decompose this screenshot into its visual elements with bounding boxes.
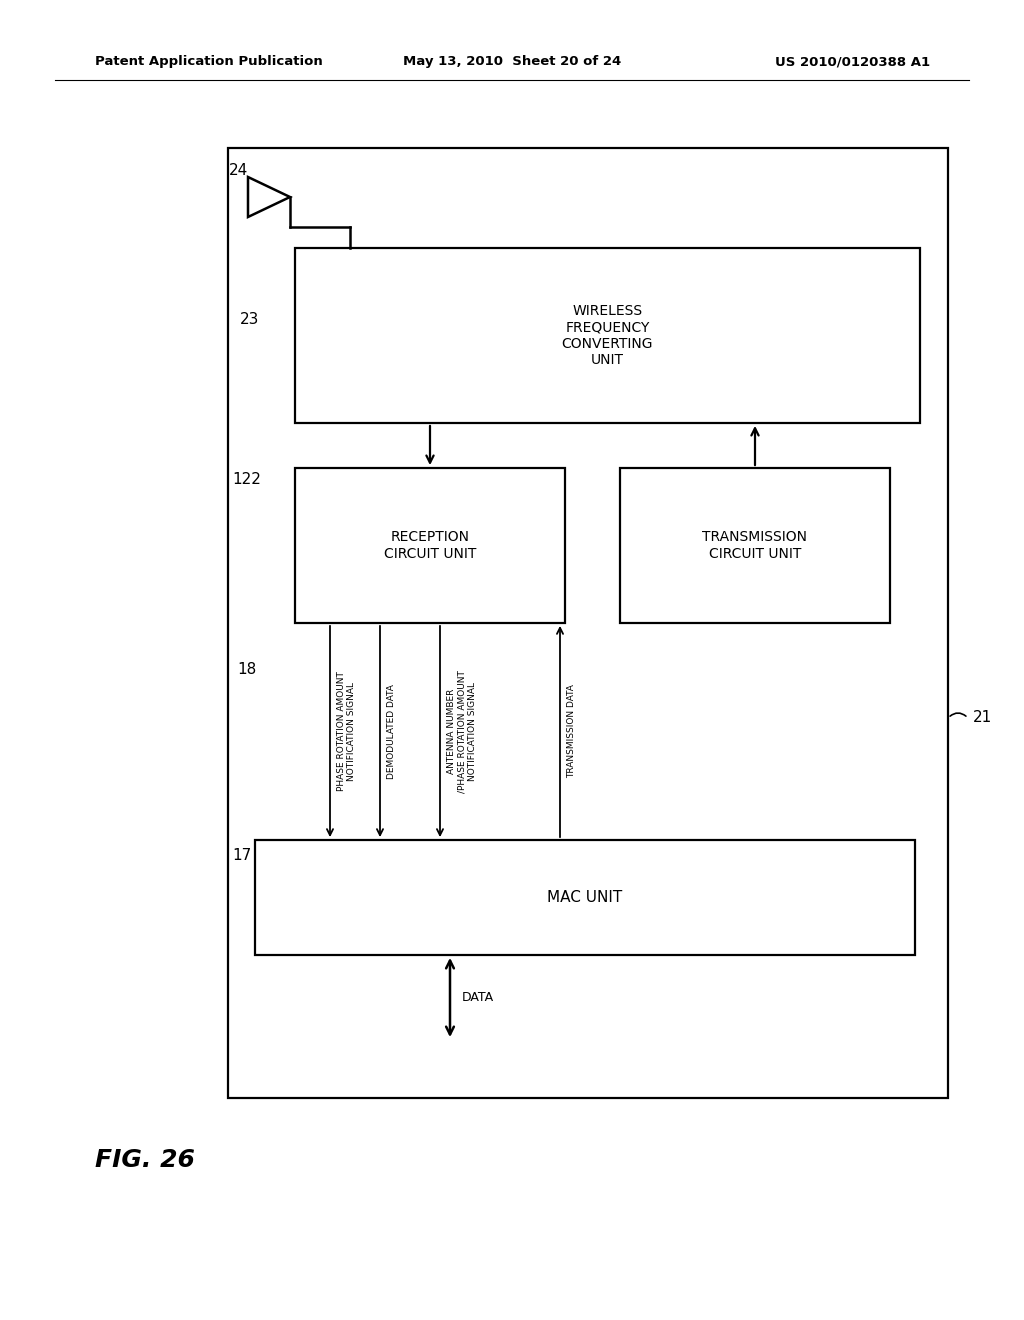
Text: ANTENNA NUMBER
/PHASE ROTATION AMOUNT
NOTIFICATION SIGNAL: ANTENNA NUMBER /PHASE ROTATION AMOUNT NO… <box>447 671 477 793</box>
Text: 21: 21 <box>973 710 992 726</box>
Bar <box>228 148 948 1098</box>
Bar <box>295 248 920 422</box>
Text: RECEPTION
CIRCUIT UNIT: RECEPTION CIRCUIT UNIT <box>384 531 476 561</box>
Text: TRANSMISSION
CIRCUIT UNIT: TRANSMISSION CIRCUIT UNIT <box>702 531 808 561</box>
Text: PHASE ROTATION AMOUNT
NOTIFICATION SIGNAL: PHASE ROTATION AMOUNT NOTIFICATION SIGNA… <box>337 672 356 792</box>
Text: DEMODULATED DATA: DEMODULATED DATA <box>387 684 396 779</box>
Text: 24: 24 <box>228 162 248 178</box>
Text: FIG. 26: FIG. 26 <box>95 1148 195 1172</box>
Bar <box>295 469 565 623</box>
Text: DATA: DATA <box>462 991 495 1005</box>
Text: 23: 23 <box>240 313 259 327</box>
Bar <box>255 840 915 954</box>
Text: WIRELESS
FREQUENCY
CONVERTING
UNIT: WIRELESS FREQUENCY CONVERTING UNIT <box>562 304 653 367</box>
Text: US 2010/0120388 A1: US 2010/0120388 A1 <box>775 55 930 69</box>
Bar <box>620 469 890 623</box>
Text: 18: 18 <box>237 663 256 677</box>
Text: MAC UNIT: MAC UNIT <box>548 890 623 906</box>
Text: Patent Application Publication: Patent Application Publication <box>95 55 323 69</box>
Text: TRANSMISSION DATA: TRANSMISSION DATA <box>567 685 575 779</box>
Text: 17: 17 <box>232 847 251 862</box>
Text: 122: 122 <box>232 473 261 487</box>
Text: May 13, 2010  Sheet 20 of 24: May 13, 2010 Sheet 20 of 24 <box>402 55 622 69</box>
